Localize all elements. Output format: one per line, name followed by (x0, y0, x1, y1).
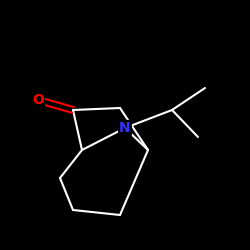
Text: O: O (32, 93, 44, 107)
Text: N: N (119, 121, 131, 135)
